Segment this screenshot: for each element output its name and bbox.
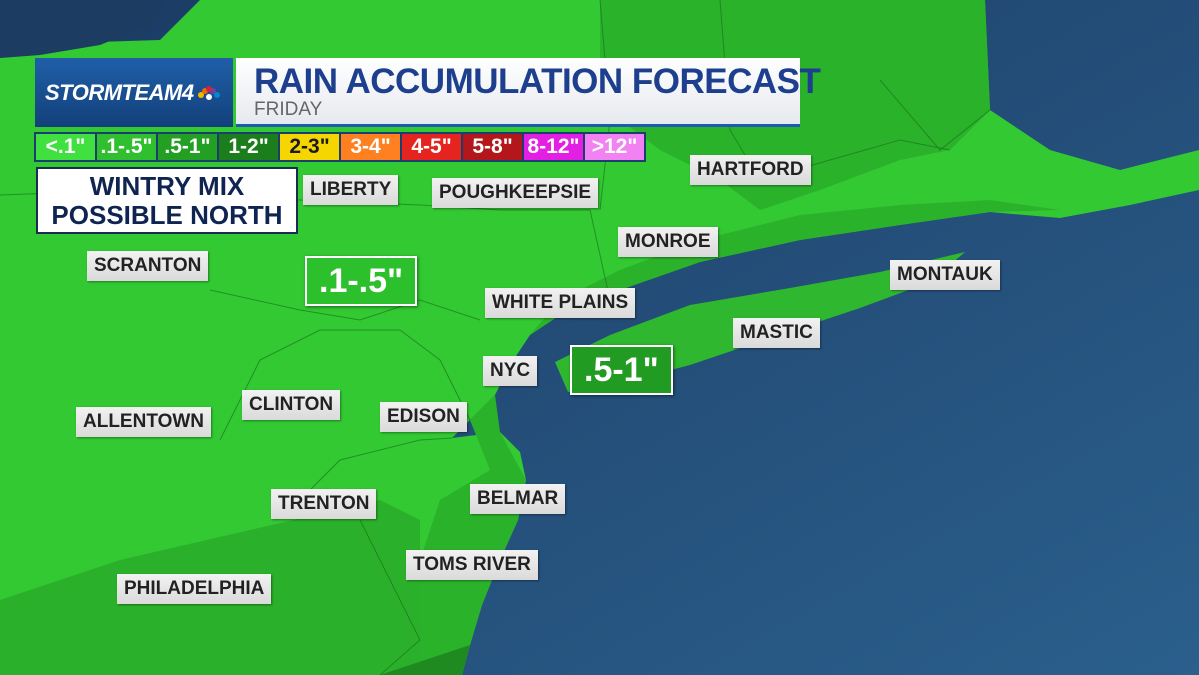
legend-item: 3-4" (341, 134, 400, 160)
city-label: CLINTON (242, 390, 341, 420)
legend-item: .5-1" (158, 134, 217, 160)
title: RAIN ACCUMULATION FORECAST (254, 62, 821, 101)
legend-item: 2-3" (280, 134, 339, 160)
legend-item: 5-8" (463, 134, 522, 160)
legend-item: .1-.5" (97, 134, 156, 160)
legend: <.1" .1-.5" .5-1" 1-2" 2-3" 3-4" 4-5" 5-8" 8-12"… (34, 132, 646, 162)
city-label: PHILADELPHIA (117, 574, 272, 604)
border (359, 519, 421, 675)
legend-item: 1-2" (219, 134, 278, 160)
lake (0, 0, 165, 58)
city-label: MASTIC (733, 318, 820, 348)
legend-item: <.1" (36, 134, 95, 160)
legend-item: 4-5" (402, 134, 461, 160)
city-label: WHITE PLAINS (485, 288, 636, 318)
title-bar: RAIN ACCUMULATION FORECAST FRIDAY (236, 58, 821, 127)
city-label: TRENTON (271, 489, 377, 519)
callout-line: WINTRY MIX (89, 171, 245, 201)
city-label: TOMS RIVER (406, 550, 538, 580)
brand: STORMTEAM4 (45, 79, 194, 105)
city-label: BELMAR (470, 484, 566, 514)
city-label: LIBERTY (303, 175, 399, 205)
brand-logo: STORMTEAM4 (35, 58, 233, 127)
legend-item: >12" (585, 134, 644, 160)
borders (0, 0, 991, 675)
border (299, 437, 453, 501)
border (209, 289, 481, 321)
city-label: SCRANTON (87, 251, 209, 281)
city-label: ALLENTOWN (76, 407, 212, 437)
city-label: NYC (483, 356, 538, 386)
border (219, 329, 471, 441)
legend-item: 8-12" (524, 134, 583, 160)
peacock-icon (197, 85, 220, 100)
city-label: POUGHKEEPSIE (432, 178, 599, 208)
city-label: MONROE (618, 227, 718, 257)
city-label: EDISON (380, 402, 467, 432)
city-label: HARTFORD (690, 155, 811, 185)
callout-line: POSSIBLE NORTH (51, 200, 283, 230)
callout: WINTRY MIX POSSIBLE NORTH (36, 167, 298, 234)
amount-label: .5-1" (570, 345, 673, 395)
city-label: MONTAUK (890, 260, 1000, 290)
border (879, 79, 991, 151)
dark-zone (380, 645, 470, 675)
subtitle: FRIDAY (254, 99, 323, 120)
amount-label: .1-.5" (305, 256, 418, 306)
